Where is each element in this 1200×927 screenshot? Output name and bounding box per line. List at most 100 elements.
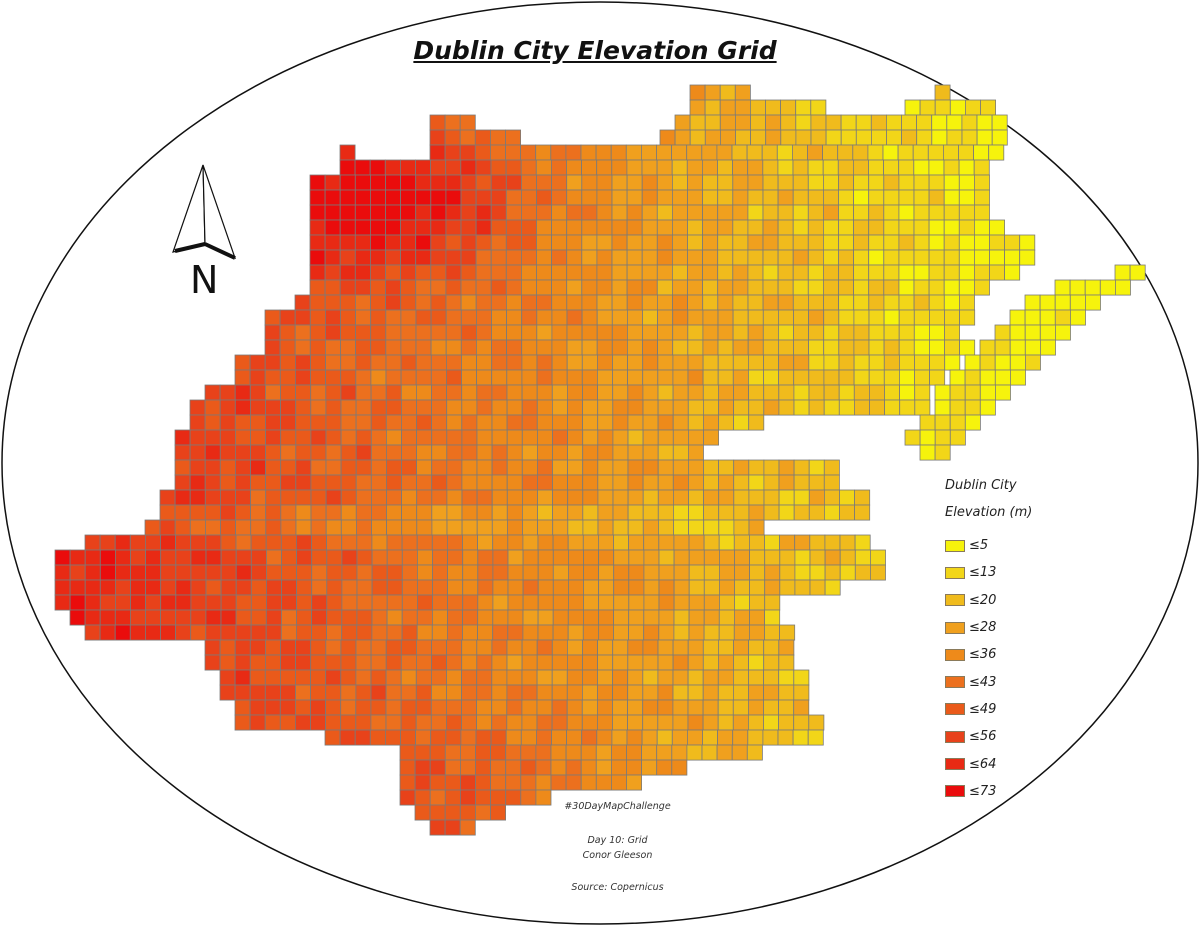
grid-cell: [717, 369, 734, 386]
grid-cell: [795, 129, 812, 146]
grid-cell: [552, 429, 569, 446]
grid-cell: [416, 609, 433, 626]
grid-cell: [310, 639, 327, 656]
grid-cell: [325, 474, 342, 491]
grid-cell: [490, 249, 507, 266]
grid-cell: [688, 519, 705, 536]
grid-cell: [965, 99, 981, 116]
grid-cell: [641, 219, 658, 236]
grid-cell: [477, 624, 494, 641]
grid-cell: [325, 519, 342, 536]
grid-cell: [913, 159, 930, 176]
grid-cell: [568, 579, 584, 596]
grid-cell: [491, 339, 508, 356]
grid-cell: [808, 324, 825, 341]
grid-cell: [386, 519, 403, 536]
grid-cell: [994, 339, 1011, 356]
grid-cell: [1039, 294, 1056, 311]
grid-cell: [370, 354, 387, 371]
grid-cell: [460, 729, 477, 746]
grid-cell: [598, 609, 615, 626]
grid-cell: [551, 264, 568, 281]
grid-cell: [597, 444, 614, 461]
grid-cell: [732, 204, 749, 221]
grid-cell: [838, 204, 855, 221]
grid-cell: [717, 279, 734, 296]
grid-cell: [355, 489, 372, 506]
grid-cell: [974, 174, 990, 191]
grid-cell: [656, 729, 673, 746]
grid-cell: [642, 309, 659, 326]
grid-cell: [461, 504, 478, 521]
grid-cell: [250, 519, 267, 536]
grid-cell: [703, 489, 720, 506]
grid-cell: [311, 534, 328, 551]
grid-cell: [627, 459, 644, 476]
legend-swatch: [945, 566, 965, 579]
grid-cell: [491, 429, 508, 446]
grid-cell: [429, 744, 446, 761]
grid-cell: [612, 474, 629, 491]
grid-cell: [265, 624, 282, 641]
grid-cell: [883, 324, 900, 341]
grid-cell: [687, 204, 704, 221]
grid-cell: [429, 819, 446, 836]
legend-item: ≤73: [945, 778, 1032, 805]
grid-cell: [399, 159, 416, 176]
grid-cell: [414, 774, 431, 791]
grid-cell: [597, 429, 614, 446]
grid-cell: [325, 669, 342, 686]
grid-cell: [189, 444, 206, 461]
grid-cell: [612, 444, 629, 461]
grid-cell: [1114, 264, 1131, 281]
grid-cell: [672, 354, 689, 371]
grid-cell: [898, 339, 915, 356]
grid-cell: [657, 414, 674, 431]
grid-cell: [807, 144, 824, 161]
grid-cell: [658, 609, 675, 626]
grid-cell: [370, 459, 387, 476]
grid-cell: [702, 699, 719, 716]
grid-cell: [837, 144, 854, 161]
grid-cell: [551, 669, 568, 686]
grid-cell: [979, 384, 996, 401]
grid-cell: [400, 729, 417, 746]
grid-cell: [521, 444, 538, 461]
grid-cell: [160, 534, 177, 551]
grid-cell: [913, 264, 930, 281]
grid-cell: [446, 399, 463, 416]
grid-cell: [521, 309, 538, 326]
grid-cell: [295, 444, 312, 461]
grid-cell: [904, 429, 921, 446]
grid-cell: [793, 399, 810, 416]
grid-cell: [823, 264, 839, 281]
grid-cell: [964, 399, 981, 416]
grid-cell: [807, 204, 824, 221]
grid-cell: [958, 234, 975, 251]
grid-cell: [568, 564, 584, 581]
grid-cell: [567, 399, 584, 416]
grid-cell: [898, 204, 915, 221]
grid-cell: [567, 519, 584, 536]
grid-cell: [264, 309, 281, 326]
grid-cell: [853, 264, 870, 281]
grid-cell: [174, 504, 191, 521]
grid-cell: [928, 219, 945, 236]
legend-item: ≤36: [945, 641, 1032, 668]
grid-cell: [235, 549, 252, 566]
grid-cell: [688, 474, 704, 491]
grid-cell: [794, 549, 811, 566]
grid-cell: [673, 609, 690, 626]
grid-cell: [717, 309, 734, 326]
grid-cell: [460, 279, 477, 296]
grid-cell: [808, 354, 825, 371]
grid-cell: [264, 699, 281, 716]
grid-cell: [505, 129, 522, 146]
grid-cell: [431, 414, 448, 431]
grid-cell: [296, 564, 313, 581]
grid-cell: [309, 324, 326, 341]
grid-cell: [886, 114, 902, 131]
grid-cell: [641, 189, 658, 206]
grid-cell: [505, 294, 522, 311]
grid-cell: [537, 459, 553, 476]
